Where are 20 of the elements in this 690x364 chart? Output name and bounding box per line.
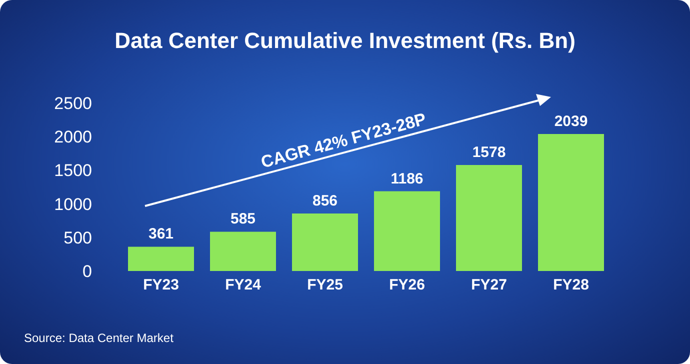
data-label: 2039: [554, 112, 588, 130]
x-tick-label: FY23: [143, 276, 179, 294]
y-tick-label: 2000: [54, 128, 92, 147]
data-label: 1186: [390, 170, 424, 188]
source-note: Source: Data Center Market: [24, 331, 174, 345]
data-label: 856: [312, 192, 338, 210]
y-tick-label: 0: [82, 262, 92, 282]
data-label: 585: [230, 210, 256, 228]
data-label: 1578: [472, 144, 506, 161]
data-label: 361: [148, 226, 174, 243]
y-tick-label: 500: [64, 228, 92, 248]
x-tick-label: FY28: [553, 276, 589, 294]
y-tick-label: 1500: [54, 161, 92, 180]
y-tick-label: 1000: [54, 194, 92, 214]
x-tick-label: FY24: [225, 276, 262, 294]
chart-title: Data Center Cumulative Investment (Rs. Bn): [114, 28, 576, 54]
x-tick-label: FY25: [307, 276, 343, 294]
x-tick-label: FY27: [471, 276, 507, 294]
x-tick-label: FY26: [389, 276, 425, 294]
y-tick-label: 2500: [54, 94, 92, 114]
